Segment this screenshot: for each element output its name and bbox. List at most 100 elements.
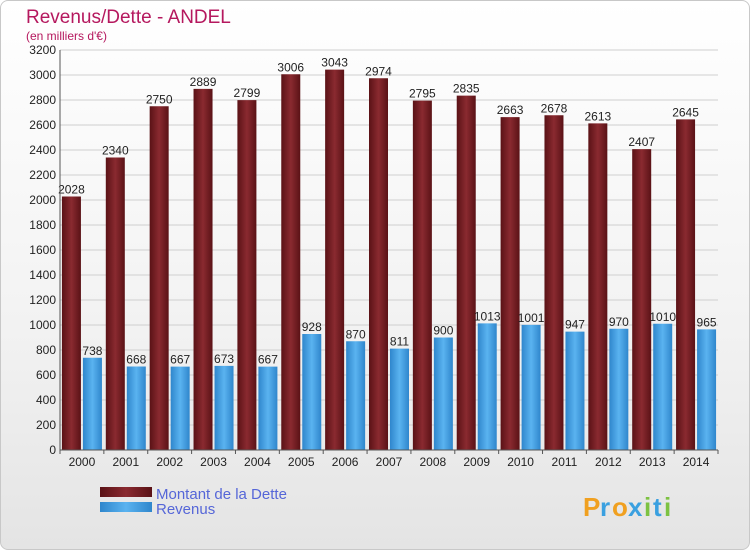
data-label: 970 (609, 315, 629, 329)
debt-bar (61, 196, 81, 450)
x-tick-label: 2001 (112, 455, 139, 469)
data-label: 2974 (365, 64, 392, 78)
x-tick-label: 2003 (200, 455, 227, 469)
logo-letter: i (664, 492, 671, 522)
y-tick-label: 2200 (29, 168, 56, 182)
revenue-bar (82, 357, 102, 450)
data-label: 1013 (474, 309, 501, 323)
y-tick-label: 400 (36, 393, 56, 407)
logo-letter: o (612, 492, 628, 522)
revenue-bar (126, 366, 146, 450)
debt-bar (149, 106, 169, 450)
y-tick-label: 3200 (29, 43, 56, 57)
x-tick-label: 2012 (595, 455, 622, 469)
chart-subtitle: (en milliers d'€) (26, 29, 107, 43)
y-tick-label: 2600 (29, 118, 56, 132)
data-label: 947 (565, 318, 585, 332)
debt-bar (193, 88, 213, 450)
debt-bar (237, 100, 257, 450)
data-label: 2750 (146, 92, 173, 106)
y-tick-label: 2800 (29, 93, 56, 107)
legend-label-revenue: Revenus (156, 501, 215, 518)
debt-bar (369, 78, 388, 450)
data-label: 1010 (649, 310, 676, 324)
y-tick-label: 1200 (29, 293, 56, 307)
y-tick-label: 1800 (29, 218, 56, 232)
debt-bar (325, 69, 345, 450)
data-label: 2799 (234, 86, 261, 100)
legend-label-debt: Montant de la Dette (156, 486, 287, 503)
y-tick-label: 800 (36, 343, 56, 357)
data-label: 2407 (628, 135, 655, 149)
x-tick-label: 2004 (244, 455, 271, 469)
x-tick-label: 2008 (420, 455, 447, 469)
x-tick-label: 2006 (332, 455, 359, 469)
legend-swatch-revenue (100, 502, 152, 512)
data-label: 2340 (102, 144, 129, 158)
debt-bar (105, 157, 125, 450)
legend: Montant de la Dette Revenus (100, 486, 287, 518)
logo-letter: i (644, 492, 651, 522)
x-tick-label: 2002 (156, 455, 183, 469)
revenue-bar (170, 366, 190, 450)
bars: 2028 738 2340 668 2750 667 2889 673 2799 667 3006 9… (58, 56, 717, 450)
axes: 0 200 400 600 800 1000 1200 1400 1600 1800 2000 220… (29, 43, 719, 469)
data-label: 2889 (190, 75, 217, 89)
data-label: 2613 (584, 109, 611, 123)
revenue-bar (390, 348, 409, 450)
revenue-bar (258, 366, 278, 450)
debt-bar (544, 115, 564, 450)
data-label: 673 (214, 352, 234, 366)
legend-item-debt: Montant de la Dette (100, 486, 287, 503)
revenue-bar (521, 324, 541, 450)
debt-bar (588, 123, 608, 450)
x-tick-label: 2011 (552, 455, 578, 469)
y-tick-label: 1600 (29, 243, 56, 257)
revenue-bar (433, 337, 453, 450)
x-tick-label: 2000 (69, 455, 96, 469)
chart-title: Revenus/Dette - ANDEL (26, 7, 231, 28)
data-label: 3043 (321, 56, 348, 70)
data-label: 3006 (277, 60, 304, 74)
x-tick-label: 2009 (463, 455, 490, 469)
data-label: 2835 (453, 82, 480, 96)
data-label: 2663 (497, 103, 524, 117)
y-tick-label: 2000 (29, 193, 56, 207)
debt-bar (632, 149, 652, 450)
data-label: 738 (82, 344, 102, 358)
y-tick-label: 2400 (29, 143, 56, 157)
data-label: 2795 (409, 87, 436, 101)
debt-bar (676, 119, 696, 450)
revenue-bar (214, 365, 234, 450)
logo-letter: r (600, 492, 610, 522)
logo-letter: x (628, 492, 643, 522)
data-label: 900 (433, 324, 453, 338)
revenue-bar (565, 331, 585, 450)
data-label: 811 (390, 335, 409, 349)
data-label: 965 (697, 315, 717, 329)
legend-swatch-debt (100, 487, 152, 497)
revenue-bar (302, 334, 322, 450)
revenue-bar (609, 328, 629, 450)
x-tick-label: 2013 (639, 455, 666, 469)
data-label: 870 (346, 327, 366, 341)
revenue-bar (697, 329, 717, 450)
y-tick-label: 200 (36, 418, 56, 432)
logo-letter: t (653, 492, 662, 522)
debt-bar (456, 95, 476, 450)
data-label: 2028 (58, 183, 85, 197)
data-label: 928 (302, 320, 322, 334)
data-label: 1001 (518, 311, 545, 325)
data-label: 668 (126, 353, 146, 367)
y-tick-label: 600 (36, 368, 56, 382)
revenue-bar (477, 323, 497, 450)
y-tick-label: 1400 (29, 268, 56, 282)
revenue-bar (653, 323, 673, 450)
x-tick-label: 2010 (507, 455, 534, 469)
y-tick-label: 3000 (29, 68, 56, 82)
legend-item-revenue: Revenus (100, 501, 215, 518)
data-label: 2645 (672, 105, 699, 119)
logo-letter: P (583, 492, 600, 522)
